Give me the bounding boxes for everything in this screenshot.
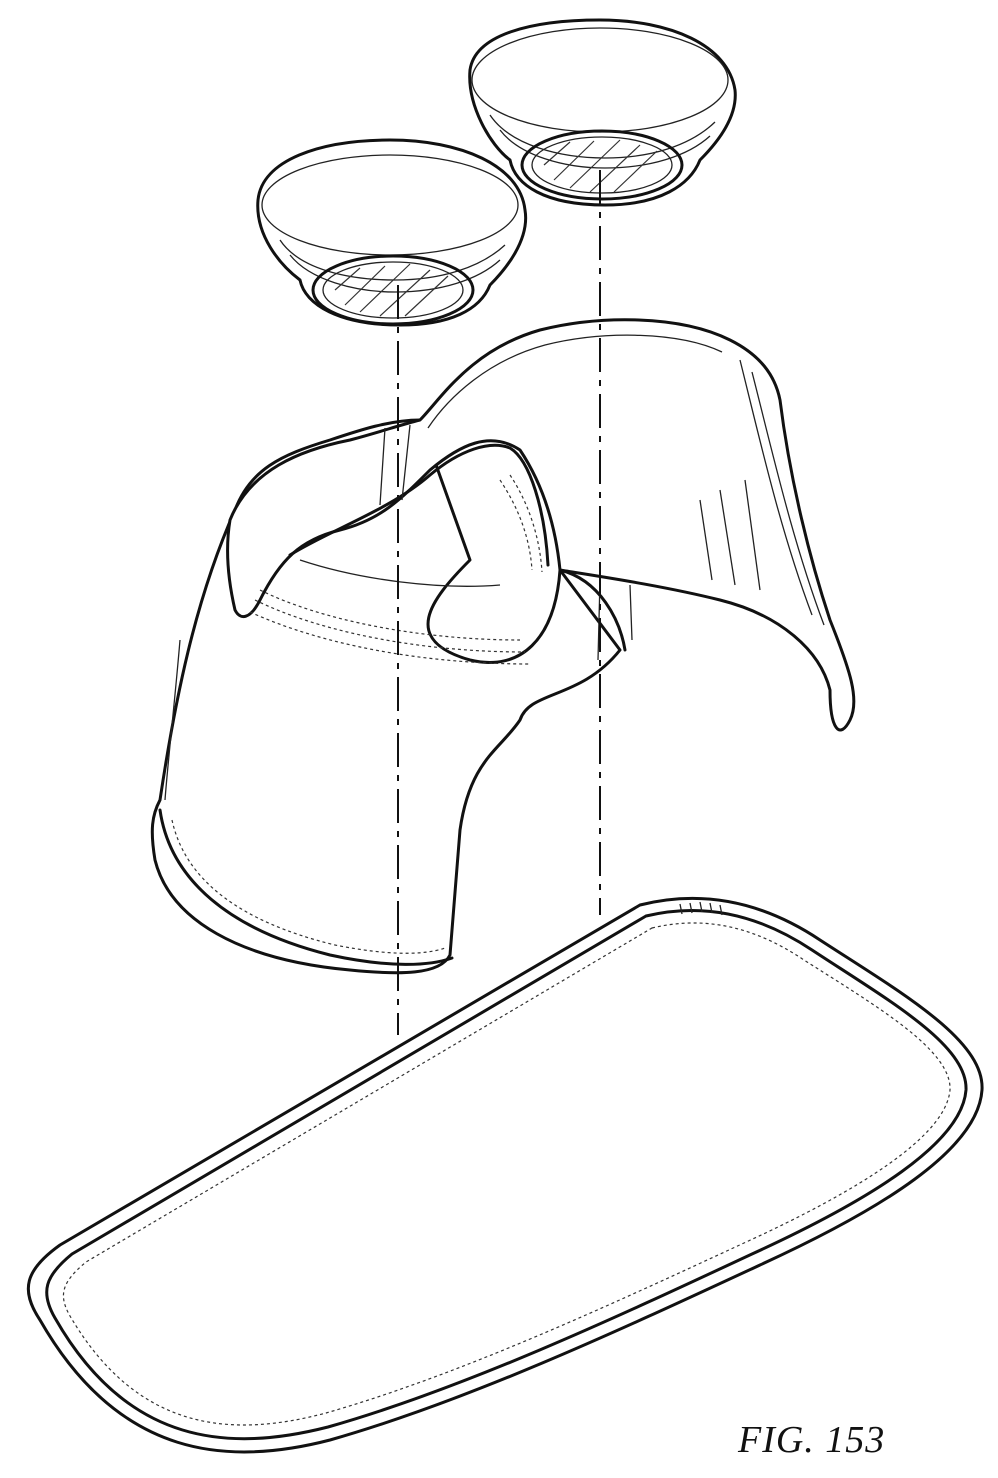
seat-shell-icon (152, 320, 854, 973)
base-tray-icon (28, 898, 982, 1452)
left-cup-icon (258, 140, 526, 325)
figure-label: FIG. 153 (738, 1418, 885, 1462)
